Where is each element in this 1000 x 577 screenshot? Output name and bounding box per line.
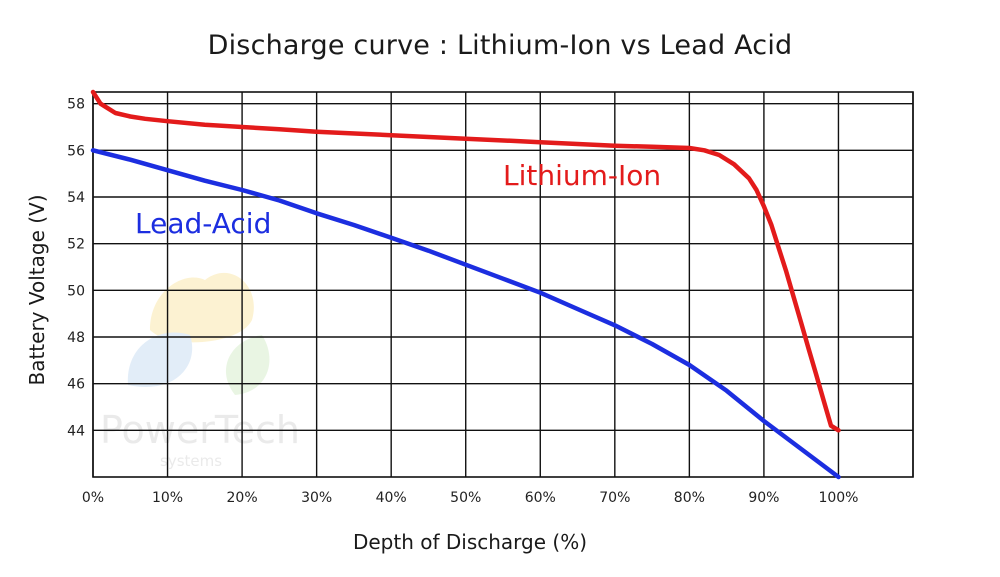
x-tick-label: 90%: [748, 490, 779, 506]
grid: [92, 91, 914, 478]
x-tick-label: 0%: [82, 490, 104, 506]
y-tick-label: 52: [67, 237, 85, 253]
x-tick-label: 20%: [227, 490, 258, 506]
chart-title: Discharge curve : Lithium-Ion vs Lead Ac…: [207, 30, 793, 61]
powertech-watermark: PowerTech systems: [100, 272, 300, 470]
y-tick-label: 46: [67, 377, 85, 393]
watermark-leaf-shape: [127, 332, 193, 387]
x-tick-label: 70%: [599, 490, 630, 506]
x-tick-label: 80%: [674, 490, 705, 506]
y-tick-label: 50: [67, 283, 85, 299]
y-tick-label: 58: [67, 97, 85, 113]
x-tick-label: 50%: [450, 490, 481, 506]
y-tick-label: 56: [67, 143, 85, 159]
x-tick-label: 10%: [152, 490, 183, 506]
lithium-ion-label: Lithium-Ion: [503, 159, 661, 192]
x-tick-label: 40%: [376, 490, 407, 506]
series-line-lead-acid: [90, 148, 841, 480]
watermark-subtitle-text: systems: [160, 452, 222, 470]
y-axis-label: Battery Voltage (V): [25, 194, 49, 385]
watermark-sun-shape: [150, 272, 254, 343]
series-labels: Lithium-Ion Lead-Acid: [135, 159, 661, 240]
y-tick-label: 54: [67, 190, 85, 206]
x-tick-label: 30%: [301, 490, 332, 506]
x-axis-label: Depth of Discharge (%): [353, 530, 587, 554]
series-line-lithium-ion: [90, 89, 841, 433]
ticks: 0% 10% 20% 30% 40% 50% 60% 70% 80% 90% 100% 44 46 48 5…: [67, 97, 858, 506]
series-lines: [90, 89, 841, 480]
lead-acid-label: Lead-Acid: [135, 207, 271, 240]
y-tick-label: 44: [67, 423, 85, 439]
x-tick-label: 60%: [525, 490, 556, 506]
watermark-drop-shape: [225, 335, 270, 395]
y-tick-label: 48: [67, 330, 85, 346]
x-tick-label: 100%: [818, 490, 858, 506]
